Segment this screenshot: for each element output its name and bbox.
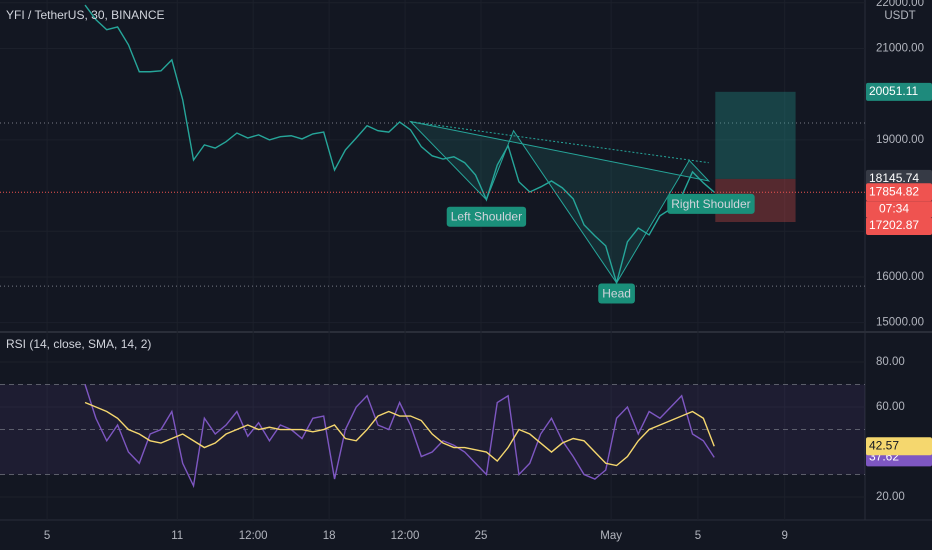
y-tick-label: 60.00 [876, 401, 905, 413]
pattern-label-box [598, 283, 635, 304]
target-tag-box [866, 82, 932, 101]
pattern-label-box [667, 193, 755, 214]
y-tick-label: 15000.00 [876, 317, 924, 329]
series-line [84, 401, 715, 467]
pattern-label: Head [602, 287, 631, 301]
last-price-tag-box [866, 183, 932, 202]
x-tick-label: May [600, 530, 622, 542]
series-line [84, 384, 715, 489]
rsi-title: RSI (14, close, SMA, 14, 2) [6, 337, 151, 351]
x-tick-label: 5 [44, 530, 50, 542]
rsi-last-tag-box [866, 437, 932, 456]
series-line [84, 4, 715, 286]
y-tick-label: 22000.00 [876, 0, 924, 9]
y-tick-label: 16000.00 [876, 271, 924, 283]
countdown: 07:34 [879, 201, 909, 215]
x-tick-label: 9 [782, 530, 788, 542]
x-tick-label: 25 [475, 530, 488, 542]
target-zone [715, 91, 796, 179]
x-tick-label: 18 [323, 530, 336, 542]
x-tick-label: 11 [171, 530, 183, 542]
rsi-last-tag: 42.57 [869, 438, 899, 452]
x-tick-label: 12:00 [239, 530, 268, 542]
y-tick-label: 21000.00 [876, 42, 924, 54]
y-tick-label: 80.00 [876, 356, 905, 368]
x-tick-label: 12:00 [391, 530, 420, 542]
entry-tag: 18145.74 [869, 171, 919, 185]
x-tick-label: 5 [695, 530, 701, 542]
last-price-tag: 17854.82 [869, 184, 919, 198]
stop-tag: 17202.87 [869, 218, 919, 232]
pattern-label: Left Shoulder [451, 210, 522, 224]
y-tick-label: 19000.00 [876, 134, 924, 146]
symbol-title: YFI / TetherUS, 30, BINANCE [6, 8, 165, 22]
unit-label: USDT [884, 10, 915, 22]
y-tick-label: 20.00 [876, 491, 905, 503]
countdown-box [866, 201, 932, 218]
target-tag: 20051.11 [869, 84, 918, 98]
stop-tag-box [866, 217, 932, 236]
pattern-label: Right Shoulder [671, 197, 750, 211]
pattern-label-box [446, 206, 527, 227]
